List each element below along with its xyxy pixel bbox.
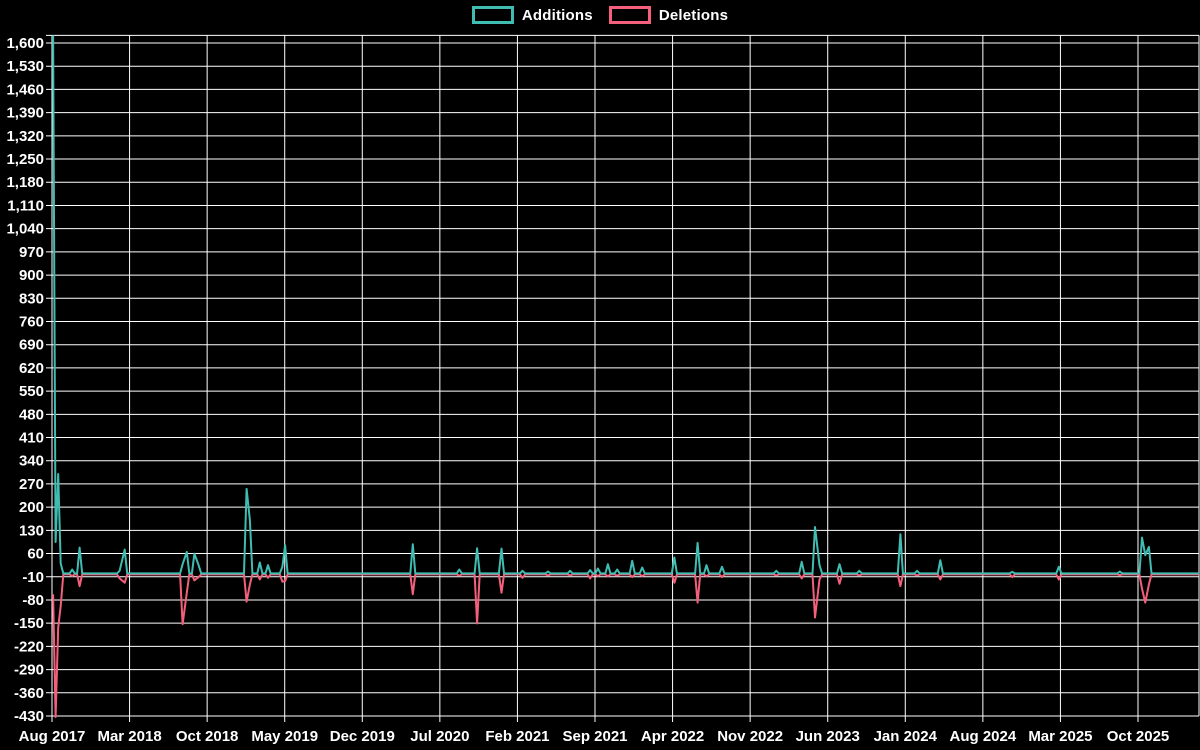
x-tick-label: Mar 2025: [1028, 728, 1092, 745]
y-tick-label: 1,600: [6, 35, 44, 52]
deletions-swatch-icon: [608, 6, 651, 24]
y-tick-label: 830: [19, 290, 44, 307]
y-tick-label: 340: [19, 453, 44, 470]
x-tick-label: Aug 2024: [950, 728, 1017, 745]
x-tick-label: Nov 2022: [717, 728, 783, 745]
x-tick-label: Feb 2021: [485, 728, 549, 745]
y-tick-label: 550: [19, 383, 44, 400]
legend-label-deletions: Deletions: [658, 6, 729, 24]
y-tick-label: -10: [22, 569, 44, 586]
deletions-line: [52, 573, 1199, 718]
chart-legend: Additions Deletions: [0, 6, 1200, 24]
y-tick-label: 270: [19, 476, 44, 493]
y-tick-label: -360: [14, 685, 44, 702]
y-tick-label: 1,110: [7, 197, 44, 214]
x-tick-label: Oct 2025: [1107, 728, 1170, 745]
x-tick-label: Apr 2022: [641, 728, 704, 745]
y-tick-label: 1,530: [6, 58, 44, 75]
x-tick-label: Dec 2019: [330, 728, 395, 745]
y-tick-label: 1,390: [6, 105, 44, 122]
legend-item-deletions[interactable]: Deletions: [608, 6, 729, 24]
y-tick-label: 1,040: [6, 221, 44, 238]
y-tick-label: 620: [19, 360, 44, 377]
y-tick-label: 1,180: [6, 174, 44, 191]
x-tick-label: Mar 2018: [97, 728, 161, 745]
x-tick-label: Jul 2020: [410, 728, 469, 745]
y-tick-label: 970: [19, 244, 44, 261]
y-tick-label: 60: [27, 546, 44, 563]
x-tick-label: Sep 2021: [562, 728, 627, 745]
y-tick-label: 130: [19, 522, 44, 539]
y-tick-label: -220: [14, 638, 44, 655]
y-tick-label: -80: [22, 592, 44, 609]
y-tick-label: 1,320: [6, 128, 44, 145]
additions-swatch-icon: [471, 6, 514, 24]
y-tick-label: -430: [14, 708, 44, 725]
y-tick-label: 690: [19, 337, 44, 354]
y-tick-label: 1,250: [6, 151, 44, 168]
y-tick-label: 1,460: [6, 81, 44, 98]
x-tick-label: Jan 2024: [874, 728, 938, 745]
legend-label-additions: Additions: [521, 6, 593, 24]
y-tick-label: 410: [19, 430, 44, 447]
y-tick-label: 760: [19, 313, 44, 330]
x-tick-label: Oct 2018: [176, 728, 239, 745]
y-tick-label: -290: [14, 662, 44, 679]
additions-line: [52, 35, 1199, 575]
y-tick-label: -150: [14, 615, 44, 632]
x-tick-label: May 2019: [251, 728, 318, 745]
y-tick-label: 900: [19, 267, 44, 284]
y-tick-label: 480: [19, 406, 44, 423]
x-tick-label: Aug 2017: [19, 728, 86, 745]
legend-item-additions[interactable]: Additions: [471, 6, 593, 24]
x-tick-label: Jun 2023: [796, 728, 860, 745]
y-tick-label: 200: [19, 499, 44, 516]
